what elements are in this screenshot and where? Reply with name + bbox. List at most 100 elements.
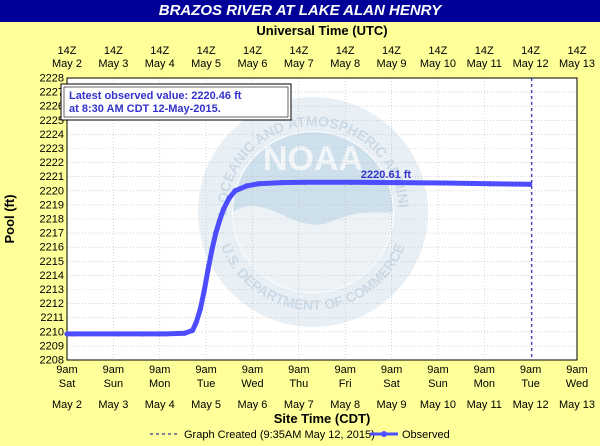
- noaa-seal-ring: [198, 97, 428, 327]
- observed-point: [232, 188, 238, 194]
- y-tick-label: 2221: [40, 171, 64, 183]
- x-axis-label: Site Time (CDT): [274, 411, 371, 426]
- observed-point: [217, 217, 223, 224]
- x-tick-weekday: Tue: [521, 378, 540, 390]
- x-tick-time: 9am: [474, 364, 495, 376]
- observed-point: [205, 267, 211, 273]
- observed-point: [441, 180, 447, 186]
- x-tick-date: May 3: [98, 399, 128, 411]
- x-tick-weekday: Wed: [566, 378, 588, 390]
- observed-point: [93, 331, 99, 337]
- x-tick-time: 9am: [381, 364, 402, 376]
- x-tick-time: 9am: [566, 364, 587, 376]
- y-tick-label: 2215: [40, 256, 64, 268]
- y-tick-label: 2218: [40, 214, 64, 226]
- observed-point: [394, 180, 400, 186]
- y-tick-label: 2224: [40, 129, 64, 141]
- top-tick-date: May 8: [330, 58, 360, 70]
- x-tick-time: 9am: [520, 364, 541, 376]
- observed-point: [64, 331, 70, 337]
- legend-observed-label: Observed: [402, 429, 450, 441]
- x-tick-date: May 13: [559, 399, 595, 411]
- noaa-seal-wave: [233, 205, 393, 292]
- observed-point: [139, 331, 145, 337]
- top-tick-hour: 14Z: [150, 45, 169, 57]
- top-tick-date: May 7: [284, 58, 314, 70]
- top-tick-date: May 5: [191, 58, 221, 70]
- y-tick-label: 2226: [40, 101, 64, 113]
- latest-value-box: [60, 83, 292, 121]
- x-tick-weekday: Fri: [339, 378, 352, 390]
- x-tick-time: 9am: [149, 364, 170, 376]
- x-tick-date: May 10: [420, 399, 456, 411]
- y-tick-label: 2210: [40, 326, 64, 338]
- observed-point: [70, 331, 76, 337]
- y-tick-label: 2213: [40, 284, 64, 296]
- x-tick-weekday: Mon: [149, 378, 170, 390]
- x-tick-time: 9am: [427, 364, 448, 376]
- top-tick-hour: 14Z: [104, 45, 123, 57]
- top-tick-hour: 14Z: [243, 45, 262, 57]
- top-tick-date: May 4: [145, 58, 175, 70]
- y-tick-label: 2209: [40, 340, 64, 352]
- x-tick-time: 9am: [334, 364, 355, 376]
- x-tick-date: May 2: [52, 399, 82, 411]
- top-tick-date: May 13: [559, 58, 595, 70]
- x-tick-time: 9am: [242, 364, 263, 376]
- x-tick-time: 9am: [288, 364, 309, 376]
- observed-point: [189, 327, 196, 333]
- observed-point: [193, 319, 200, 325]
- y-tick-label: 2212: [40, 298, 64, 310]
- y-tick-label: 2214: [40, 270, 64, 282]
- top-tick-hour: 14Z: [382, 45, 401, 57]
- x-tick-weekday: Sat: [383, 378, 400, 390]
- x-tick-date: May 4: [145, 399, 175, 411]
- observed-point: [116, 331, 122, 337]
- x-tick-weekday: Tue: [197, 378, 216, 390]
- latest-value-annotation: Latest observed value: 2220.46 ft at 8:30…: [69, 90, 242, 115]
- y-axis-label: Pool (ft): [2, 194, 17, 243]
- chart-title: BRAZOS RIVER AT LAKE ALAN HENRY: [0, 0, 600, 22]
- x-tick-weekday: Sun: [104, 378, 124, 390]
- x-tick-date: May 9: [377, 399, 407, 411]
- legend-graph-created-label: Graph Created (9:35AM May 12, 2015): [184, 429, 375, 441]
- x-tick-date: May 7: [284, 399, 314, 411]
- x-tick-weekday: Sat: [59, 378, 76, 390]
- x-tick-date: May 5: [191, 399, 221, 411]
- top-tick-hour: 14Z: [521, 45, 540, 57]
- observed-point: [226, 195, 232, 201]
- y-tick-label: 2220: [40, 185, 64, 197]
- observed-point: [201, 288, 207, 294]
- top-tick-hour: 14Z: [58, 45, 77, 57]
- top-axis-label: Universal Time (UTC): [256, 23, 387, 38]
- observed-point: [487, 181, 493, 187]
- top-tick-date: May 9: [377, 58, 407, 70]
- top-tick-date: May 12: [513, 58, 549, 70]
- observed-point: [182, 330, 188, 336]
- x-tick-weekday: Thu: [289, 378, 308, 390]
- x-tick-weekday: Mon: [474, 378, 495, 390]
- top-tick-hour: 14Z: [336, 45, 355, 57]
- watermark-logo-text: NOAA: [263, 140, 363, 178]
- observed-point: [255, 181, 261, 187]
- top-tick-date: May 6: [237, 58, 267, 70]
- x-tick-date: May 6: [237, 399, 267, 411]
- latest-value-box-inner: [63, 86, 289, 118]
- top-tick-date: May 10: [420, 58, 456, 70]
- x-tick-weekday: Wed: [241, 378, 263, 390]
- top-tick-hour: 14Z: [475, 45, 494, 57]
- x-tick-time: 9am: [56, 364, 77, 376]
- y-tick-label: 2211: [40, 312, 64, 324]
- observed-point: [244, 183, 250, 189]
- y-tick-label: 2225: [40, 115, 64, 127]
- top-tick-hour: 14Z: [428, 45, 447, 57]
- x-tick-date: May 8: [330, 399, 360, 411]
- y-tick-label: 2216: [40, 242, 64, 254]
- y-tick-label: 2227: [40, 87, 64, 99]
- x-tick-date: May 12: [513, 399, 549, 411]
- y-tick-label: 2223: [40, 143, 64, 155]
- y-tick-label: 2222: [40, 157, 64, 169]
- max-value-annotation: 2220.61 ft: [361, 169, 411, 181]
- top-tick-date: May 3: [98, 58, 128, 70]
